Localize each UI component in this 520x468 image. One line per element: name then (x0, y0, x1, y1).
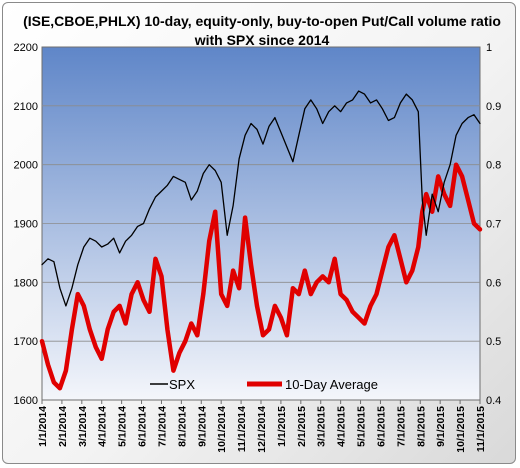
x-axis-tick-label: 5/1/2014 (117, 406, 129, 447)
x-axis-tick-label: 10/1/2015 (455, 406, 467, 453)
x-axis-tick-label: 11/1/2014 (236, 406, 248, 452)
left-axis-tick-label: 1700 (14, 336, 38, 348)
left-axis-tick-label: 1800 (14, 277, 38, 289)
x-axis-tick-label: 11/1/2015 (475, 406, 487, 452)
x-axis-tick-label: 7/1/2015 (395, 406, 407, 447)
x-axis-tick-label: 6/1/2015 (375, 406, 387, 447)
left-axis-ticks: 1600 1700 1800 1900 2000 2100 2200 (14, 42, 38, 407)
series-lines (39, 90, 483, 391)
right-axis-tick-label: 0.8 (486, 160, 501, 172)
right-axis-tick-label: 0.6 (486, 277, 501, 289)
x-axis-tick-label: 4/1/2014 (97, 406, 109, 447)
x-axis-tick-label: 1/1/2015 (276, 406, 288, 447)
right-axis-tick-label: 1 (486, 42, 492, 54)
right-axis-tick-label: 0.4 (486, 395, 501, 407)
x-axis-tick-label: 12/1/2014 (256, 406, 268, 453)
x-axis-ticks: 1/1/2014 2/1/2014 3/1/2014 4/1/2014 5/1/2014… (37, 400, 487, 453)
x-axis-tick-label: 9/1/2014 (196, 406, 208, 447)
legend: SPX 10-Day Average (150, 377, 378, 392)
right-axis-tick-label: 0.7 (486, 219, 501, 231)
x-axis-tick-label: 5/1/2015 (356, 406, 368, 447)
x-axis-tick-label: 7/1/2014 (156, 406, 168, 447)
left-axis-tick-label: 2100 (14, 101, 38, 113)
left-axis-tick-label: 1900 (14, 219, 38, 231)
chart-title-line-2: with SPX since 2014 (194, 32, 330, 48)
right-axis-tick-label: 0.9 (486, 101, 501, 113)
right-axis-tick-label: 0.5 (486, 336, 501, 348)
x-axis-tick-label: 10/1/2014 (216, 406, 228, 453)
x-axis-tick-label: 3/1/2015 (316, 406, 328, 447)
series-line-spx (41, 90, 481, 307)
series-line-10-day-average (39, 162, 483, 391)
legend-10-day-average-label: 10-Day Average (285, 377, 378, 392)
x-axis-tick-label: 6/1/2014 (137, 406, 149, 447)
x-axis-tick-label: 2/1/2015 (296, 406, 308, 447)
x-axis-tick-label: 2/1/2014 (57, 406, 69, 447)
left-axis-tick-label: 2200 (14, 42, 38, 54)
x-axis-tick-label: 4/1/2015 (336, 406, 348, 447)
chart-title-line-1: (ISE,CBOE,PHLX) 10-day, equity-only, buy… (23, 13, 501, 29)
right-axis-ticks: 0.4 0.5 0.6 0.7 0.8 0.9 1 (486, 42, 501, 407)
x-axis-tick-label: 8/1/2015 (415, 406, 427, 447)
left-axis-tick-label: 2000 (14, 160, 38, 172)
legend-spx-label: SPX (169, 377, 195, 392)
x-axis-tick-label: 8/1/2014 (176, 406, 188, 447)
x-axis-tick-label: 3/1/2014 (77, 406, 89, 447)
x-axis-tick-label: 1/1/2014 (37, 406, 49, 447)
x-axis-tick-label: 9/1/2015 (435, 406, 447, 447)
grid-lines (42, 105, 480, 342)
left-axis-tick-label: 1600 (14, 395, 38, 407)
